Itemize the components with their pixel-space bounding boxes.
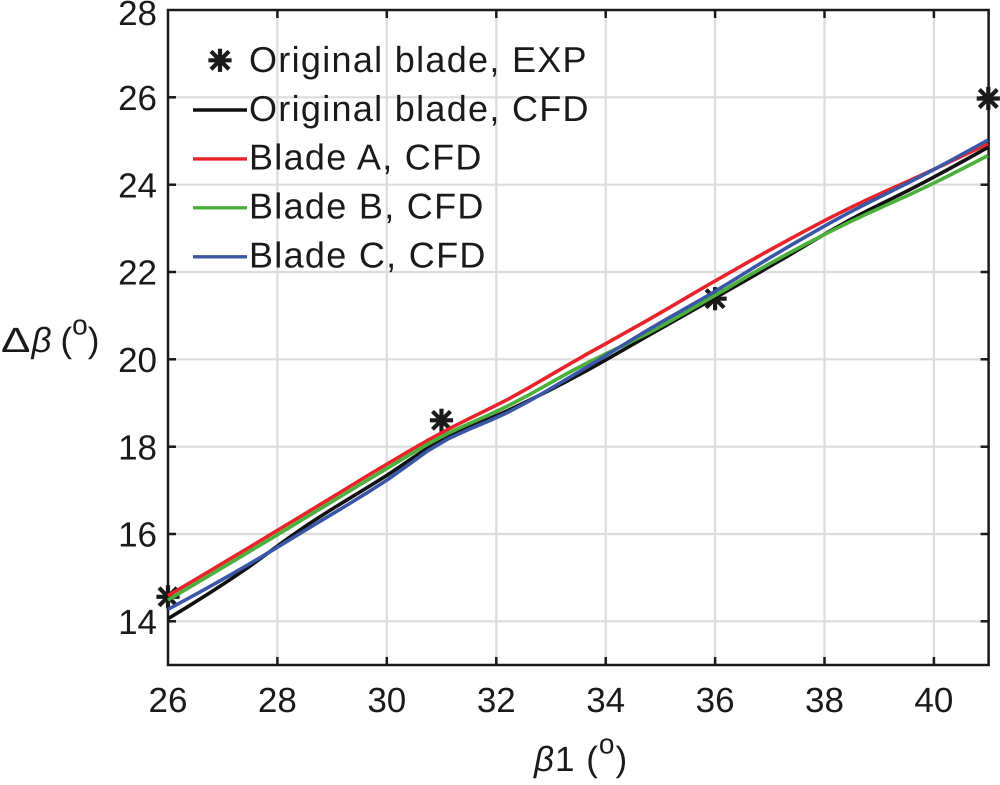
svg-text:16: 16 — [118, 516, 157, 555]
svg-text:Original blade, EXP: Original blade, EXP — [249, 39, 588, 80]
svg-text:Original blade, CFD: Original blade, CFD — [249, 88, 590, 129]
svg-text:32: 32 — [477, 681, 516, 720]
svg-text:20: 20 — [118, 341, 157, 380]
svg-text:26: 26 — [149, 681, 188, 720]
svg-text:24: 24 — [118, 166, 157, 205]
svg-text:26: 26 — [118, 79, 157, 118]
svg-text:β: β — [31, 321, 52, 360]
svg-text:Δ: Δ — [1, 321, 30, 360]
svg-text:Blade C, CFD: Blade C, CFD — [249, 235, 487, 276]
svg-text:36: 36 — [696, 681, 735, 720]
svg-text:Blade A, CFD: Blade A, CFD — [249, 137, 483, 178]
svg-text:28: 28 — [258, 681, 297, 720]
svg-text:40: 40 — [914, 681, 953, 720]
svg-text:Blade B, CFD: Blade B, CFD — [249, 186, 485, 227]
svg-text:28: 28 — [118, 0, 157, 33]
svg-text:18: 18 — [118, 428, 157, 467]
svg-text:30: 30 — [367, 681, 406, 720]
svg-text:38: 38 — [805, 681, 844, 720]
svg-text:22: 22 — [118, 254, 157, 293]
svg-text:34: 34 — [586, 681, 625, 720]
svg-text:14: 14 — [118, 603, 157, 642]
